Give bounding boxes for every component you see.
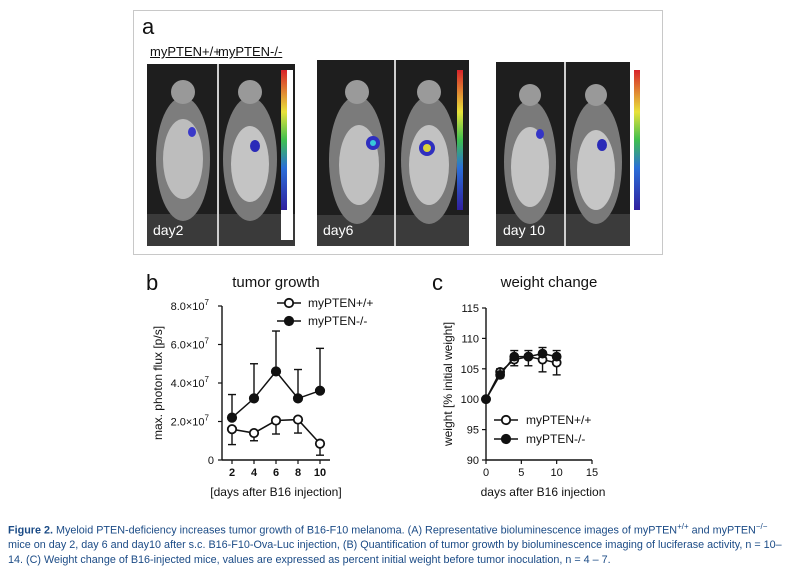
legend-label-1: myPTEN-/- bbox=[526, 432, 585, 446]
day-label-day10: day 10 bbox=[503, 222, 546, 238]
data-point-1-4 bbox=[314, 385, 326, 396]
y-tick-exponent: 7 bbox=[205, 414, 210, 423]
caption-text-3: mice on day 2, day 6 and day10 after s.c… bbox=[8, 539, 782, 566]
data-point-1-5 bbox=[551, 351, 562, 362]
data-point-0-3 bbox=[292, 414, 304, 425]
y-axis-label: max. photon flux [p/s] bbox=[151, 326, 165, 440]
panel-c-letter: c bbox=[432, 270, 443, 295]
day-label-day2: day2 bbox=[153, 222, 184, 238]
caption-text-1: Myeloid PTEN-deficiency increases tumor … bbox=[53, 524, 678, 537]
colorbar-day10 bbox=[634, 70, 640, 210]
y-tick-label-0: 0 bbox=[208, 455, 214, 467]
day-label-day6: day6 bbox=[323, 222, 354, 238]
data-point-0-0 bbox=[226, 424, 238, 435]
legend-label-1: myPTEN-/- bbox=[308, 314, 367, 328]
caption-label: Figure 2. bbox=[8, 524, 53, 537]
data-point-1-3 bbox=[292, 393, 304, 404]
data-point-1-4 bbox=[537, 348, 548, 359]
x-tick-label-3: 15 bbox=[586, 467, 598, 479]
y-tick-label-4: 8.0×107 bbox=[171, 298, 210, 313]
legend-label-0: myPTEN+/+ bbox=[526, 413, 591, 427]
data-point-1-1 bbox=[248, 393, 260, 404]
y-tick-label-3: 105 bbox=[461, 364, 479, 376]
x-tick-label-2: 6 bbox=[273, 467, 279, 479]
mouse-photo-day6 bbox=[317, 60, 469, 246]
series-line-1 bbox=[231, 370, 321, 419]
panel-a-frame bbox=[133, 10, 663, 255]
colorbar-day6 bbox=[457, 70, 463, 210]
y-tick-label-1: 95 bbox=[467, 425, 479, 437]
y-tick-label-1: 2.0×107 bbox=[171, 414, 210, 429]
data-point-1-2 bbox=[509, 351, 520, 362]
y-tick-label-3: 6.0×107 bbox=[171, 337, 210, 352]
data-point-0-1 bbox=[248, 427, 260, 439]
mouse-photo-day10 bbox=[496, 62, 630, 246]
chart-title: tumor growth bbox=[232, 274, 320, 291]
panel-a-letter: a bbox=[142, 14, 155, 39]
data-point-1-3 bbox=[523, 351, 534, 362]
x-axis-label: days after B16 injection bbox=[481, 485, 606, 499]
y-tick-exponent: 7 bbox=[205, 375, 210, 384]
data-point-0-2 bbox=[270, 415, 282, 426]
y-tick-label-4: 110 bbox=[461, 333, 479, 345]
legend-label-0: myPTEN+/+ bbox=[308, 296, 373, 310]
y-tick-label-2: 4.0×107 bbox=[171, 375, 210, 390]
caption-text-2: and myPTEN bbox=[688, 524, 756, 537]
panel-b-letter: b bbox=[146, 270, 159, 295]
y-tick-exponent: 7 bbox=[205, 337, 210, 346]
x-tick-label-1: 4 bbox=[251, 467, 258, 479]
data-point-0-4 bbox=[314, 438, 326, 449]
data-point-1-2 bbox=[270, 366, 282, 377]
x-axis-label: [days after B16 injection] bbox=[210, 485, 341, 499]
x-tick-label-3: 8 bbox=[295, 467, 301, 479]
data-point-1-0 bbox=[226, 412, 238, 423]
y-tick-label-5: 115 bbox=[461, 303, 479, 315]
bioluminescence-image-day6 bbox=[317, 60, 469, 246]
group-label-knockout: myPTEN-/- bbox=[218, 44, 283, 59]
caption-sup-2: −/− bbox=[755, 522, 768, 531]
x-tick-label-2: 10 bbox=[551, 467, 563, 479]
figure-caption: Figure 2. Myeloid PTEN-deficiency increa… bbox=[8, 520, 792, 567]
y-tick-label-2: 100 bbox=[461, 394, 479, 406]
bioluminescence-image-day10 bbox=[496, 62, 630, 246]
weight-change-chart: weight change 90 95 100 105 110 115 0 5 10 15 days … bbox=[441, 274, 606, 499]
y-tick-exponent: 7 bbox=[205, 298, 210, 307]
caption-sup-1: +/+ bbox=[677, 522, 689, 531]
legend-marker-0 bbox=[283, 297, 295, 309]
y-axis-label: weight [% initial weight] bbox=[441, 322, 455, 447]
data-point-1-0 bbox=[481, 394, 491, 405]
x-tick-label-0: 0 bbox=[483, 467, 489, 479]
x-tick-label-1: 5 bbox=[518, 467, 524, 479]
data-point-1-1 bbox=[495, 369, 506, 380]
tumor-growth-chart: tumor growth 0 2.0×107 4.0×107 6.0×107 8.0×10… bbox=[151, 274, 373, 499]
legend-marker-1 bbox=[500, 433, 512, 445]
legend-marker-1 bbox=[283, 315, 295, 327]
group-label-wildtype: myPTEN+/+ bbox=[150, 44, 221, 59]
chart-title: weight change bbox=[500, 274, 598, 291]
colorbar-day2 bbox=[281, 70, 287, 210]
mouse-photo-day2 bbox=[147, 64, 295, 246]
y-tick-label-0: 90 bbox=[467, 455, 479, 467]
bioluminescence-image-day2 bbox=[147, 64, 295, 246]
x-tick-label-4: 10 bbox=[314, 467, 326, 479]
x-tick-label-0: 2 bbox=[229, 467, 235, 479]
legend-marker-0 bbox=[500, 414, 512, 426]
